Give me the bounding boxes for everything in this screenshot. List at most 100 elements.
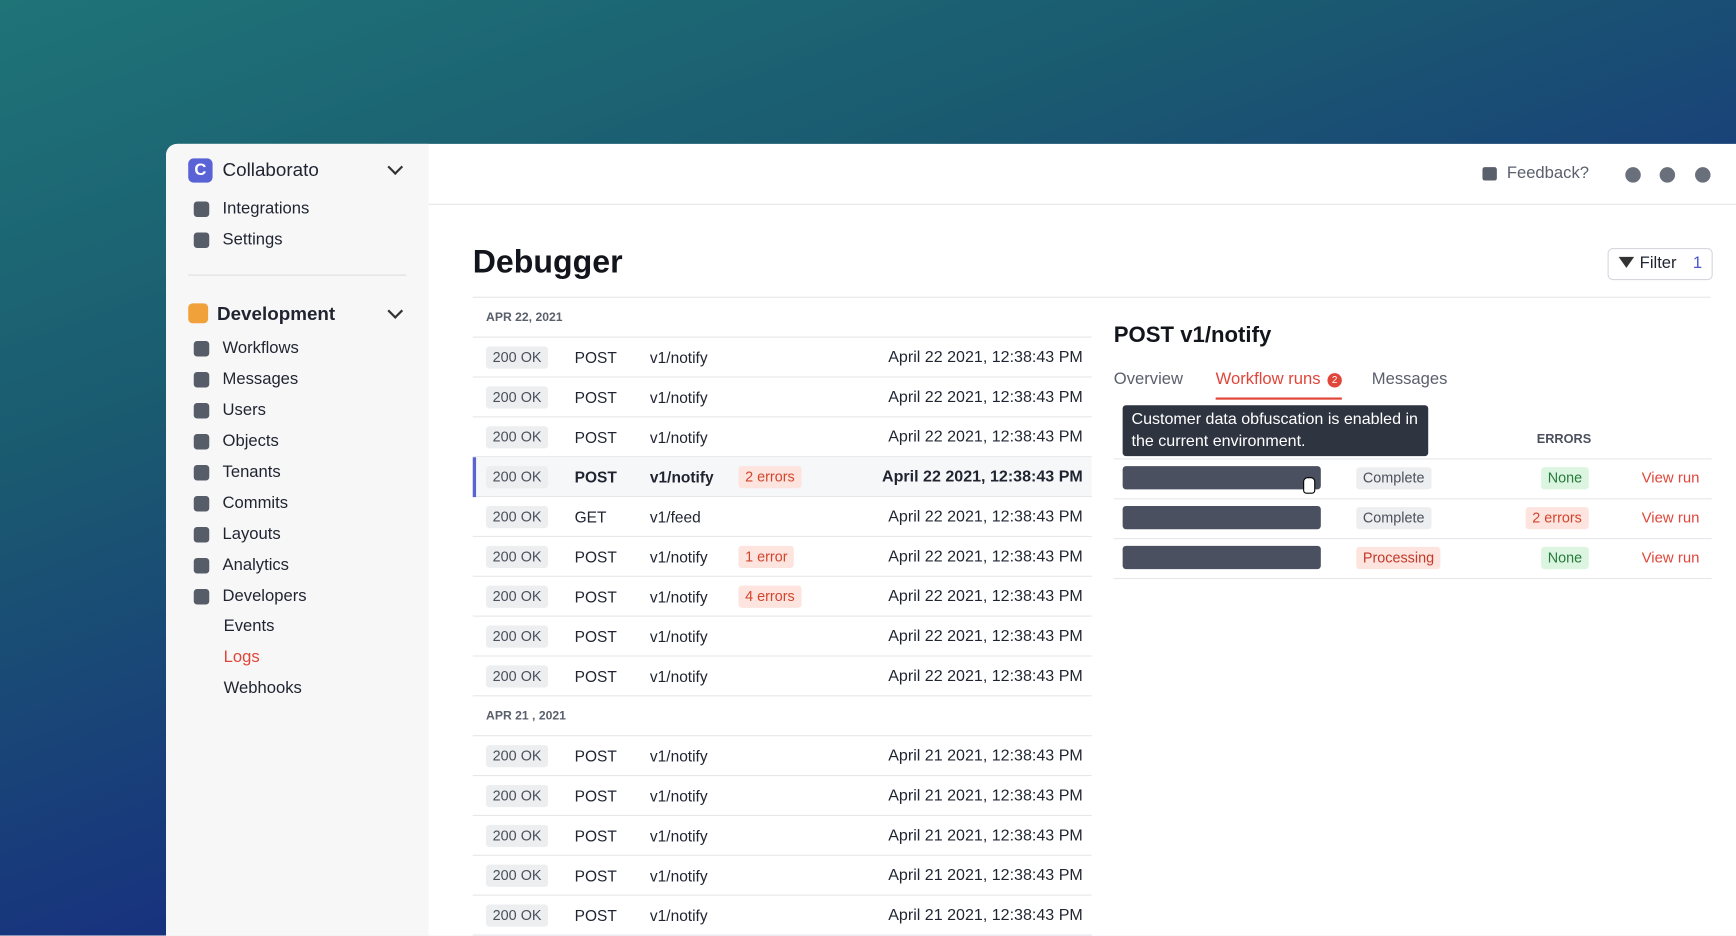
- status-badge: 200 OK: [486, 346, 549, 369]
- path: v1/notify: [649, 348, 708, 367]
- timestamp: April 21 2021, 12:38:43 PM: [888, 827, 1083, 845]
- timestamp: April 22 2021, 12:38:43 PM: [888, 348, 1083, 367]
- log-row[interactable]: [472, 856, 1092, 896]
- nav-icon: [193, 340, 210, 357]
- path: v1/notify: [649, 468, 714, 487]
- nav-item[interactable]: Developers: [222, 586, 307, 606]
- method: POST: [574, 548, 617, 566]
- log-row[interactable]: [472, 617, 1092, 657]
- nav-item[interactable]: Layouts: [222, 524, 281, 544]
- title-border: [472, 296, 1711, 298]
- path: v1/notify: [649, 827, 708, 845]
- log-row[interactable]: [472, 378, 1092, 418]
- nav-icon: [193, 464, 210, 481]
- status-badge: 200 OK: [486, 545, 549, 568]
- status-badge: 200 OK: [486, 904, 549, 927]
- log-row[interactable]: [472, 497, 1092, 537]
- view-run-link[interactable]: View run: [1641, 509, 1700, 526]
- status-badge: 200 OK: [486, 665, 549, 688]
- tab[interactable]: Overview: [1113, 369, 1183, 389]
- nav-icon: [193, 201, 210, 217]
- timestamp: April 22 2021, 12:38:43 PM: [881, 468, 1083, 487]
- sidebar: [166, 143, 429, 936]
- tab[interactable]: Workflow runs: [1215, 369, 1321, 389]
- view-run-link[interactable]: View run: [1641, 469, 1700, 487]
- env-icon: [188, 303, 209, 324]
- method: POST: [574, 468, 617, 487]
- status-badge: 200 OK: [486, 386, 549, 409]
- log-row[interactable]: [472, 657, 1092, 697]
- header-border: [428, 203, 1736, 205]
- timestamp: April 21 2021, 12:38:43 PM: [888, 866, 1083, 885]
- nav-item[interactable]: Settings: [222, 230, 283, 250]
- run-row[interactable]: [1113, 498, 1712, 538]
- env-name[interactable]: Development: [216, 303, 336, 325]
- run-status: Complete: [1356, 467, 1432, 490]
- workspace-name[interactable]: Collaborato: [222, 159, 319, 181]
- nav-item[interactable]: Users: [222, 400, 266, 420]
- path: v1/notify: [649, 548, 708, 566]
- run-errors: None: [1541, 546, 1589, 570]
- nav-icon: [193, 495, 210, 512]
- method: POST: [574, 906, 617, 925]
- nav-icon: [193, 433, 210, 450]
- nav-item[interactable]: Integrations: [222, 199, 310, 219]
- run-border: [1113, 577, 1712, 580]
- log-row[interactable]: [472, 816, 1092, 856]
- header-icon[interactable]: [1659, 167, 1676, 183]
- path: v1/notify: [649, 787, 708, 805]
- run-errors: 2 errors: [1525, 507, 1589, 530]
- nav-item[interactable]: Commits: [222, 493, 289, 513]
- path: v1/notify: [649, 428, 708, 447]
- page-title: Debugger: [472, 244, 623, 281]
- tab[interactable]: Messages: [1371, 369, 1448, 389]
- selected-indicator: [472, 457, 477, 498]
- status-badge: 200 OK: [486, 466, 549, 489]
- errors-header: ERRORS: [1536, 432, 1592, 447]
- log-row[interactable]: [472, 776, 1092, 816]
- log-row[interactable]: [472, 338, 1092, 378]
- view-run-link[interactable]: View run: [1641, 549, 1700, 566]
- run-errors: None: [1541, 467, 1589, 490]
- sidebar-divider: [188, 274, 407, 276]
- nav-item[interactable]: Tenants: [222, 462, 281, 482]
- path: v1/notify: [649, 627, 708, 646]
- log-row[interactable]: [472, 417, 1092, 458]
- nav-item[interactable]: Analytics: [222, 555, 289, 575]
- run-row[interactable]: [1113, 538, 1712, 578]
- method: POST: [574, 866, 617, 885]
- nav-item[interactable]: Messages: [222, 369, 299, 389]
- timestamp: April 21 2021, 12:38:43 PM: [888, 747, 1083, 766]
- nav-icon: [193, 232, 210, 248]
- timestamp: April 21 2021, 12:38:43 PM: [888, 787, 1083, 805]
- sub-nav-item[interactable]: Logs: [223, 647, 260, 667]
- header-icon[interactable]: [1695, 167, 1711, 183]
- log-row[interactable]: [472, 577, 1092, 617]
- method: POST: [574, 428, 617, 447]
- nav-icon: [193, 371, 210, 388]
- status-badge: 200 OK: [486, 824, 549, 847]
- method: POST: [574, 627, 617, 646]
- detail-title: POST v1/notify: [1113, 323, 1272, 348]
- status-badge: 200 OK: [486, 864, 549, 887]
- path: v1/feed: [649, 508, 701, 526]
- sub-nav-item[interactable]: Webhooks: [223, 678, 302, 698]
- log-row[interactable]: [472, 537, 1092, 577]
- tab-underline: [1215, 397, 1342, 400]
- feedback[interactable]: Feedback?: [1506, 163, 1589, 183]
- status-badge: 200 OK: [486, 585, 549, 608]
- sub-nav-item[interactable]: Events: [223, 616, 275, 636]
- method: POST: [574, 388, 617, 407]
- run-row[interactable]: [1113, 458, 1712, 498]
- nav-item[interactable]: Workflows: [222, 338, 299, 358]
- nav-item[interactable]: Objects: [222, 431, 279, 451]
- header-icon[interactable]: [1625, 167, 1641, 183]
- status-badge: 200 OK: [486, 426, 549, 449]
- log-row[interactable]: [472, 896, 1092, 936]
- log-row[interactable]: [472, 736, 1092, 777]
- status-badge: 200 OK: [486, 505, 549, 529]
- filter-label[interactable]: Filter: [1639, 253, 1677, 273]
- obfuscated-name: [1122, 545, 1321, 570]
- date-header: APR 22, 2021: [486, 311, 563, 325]
